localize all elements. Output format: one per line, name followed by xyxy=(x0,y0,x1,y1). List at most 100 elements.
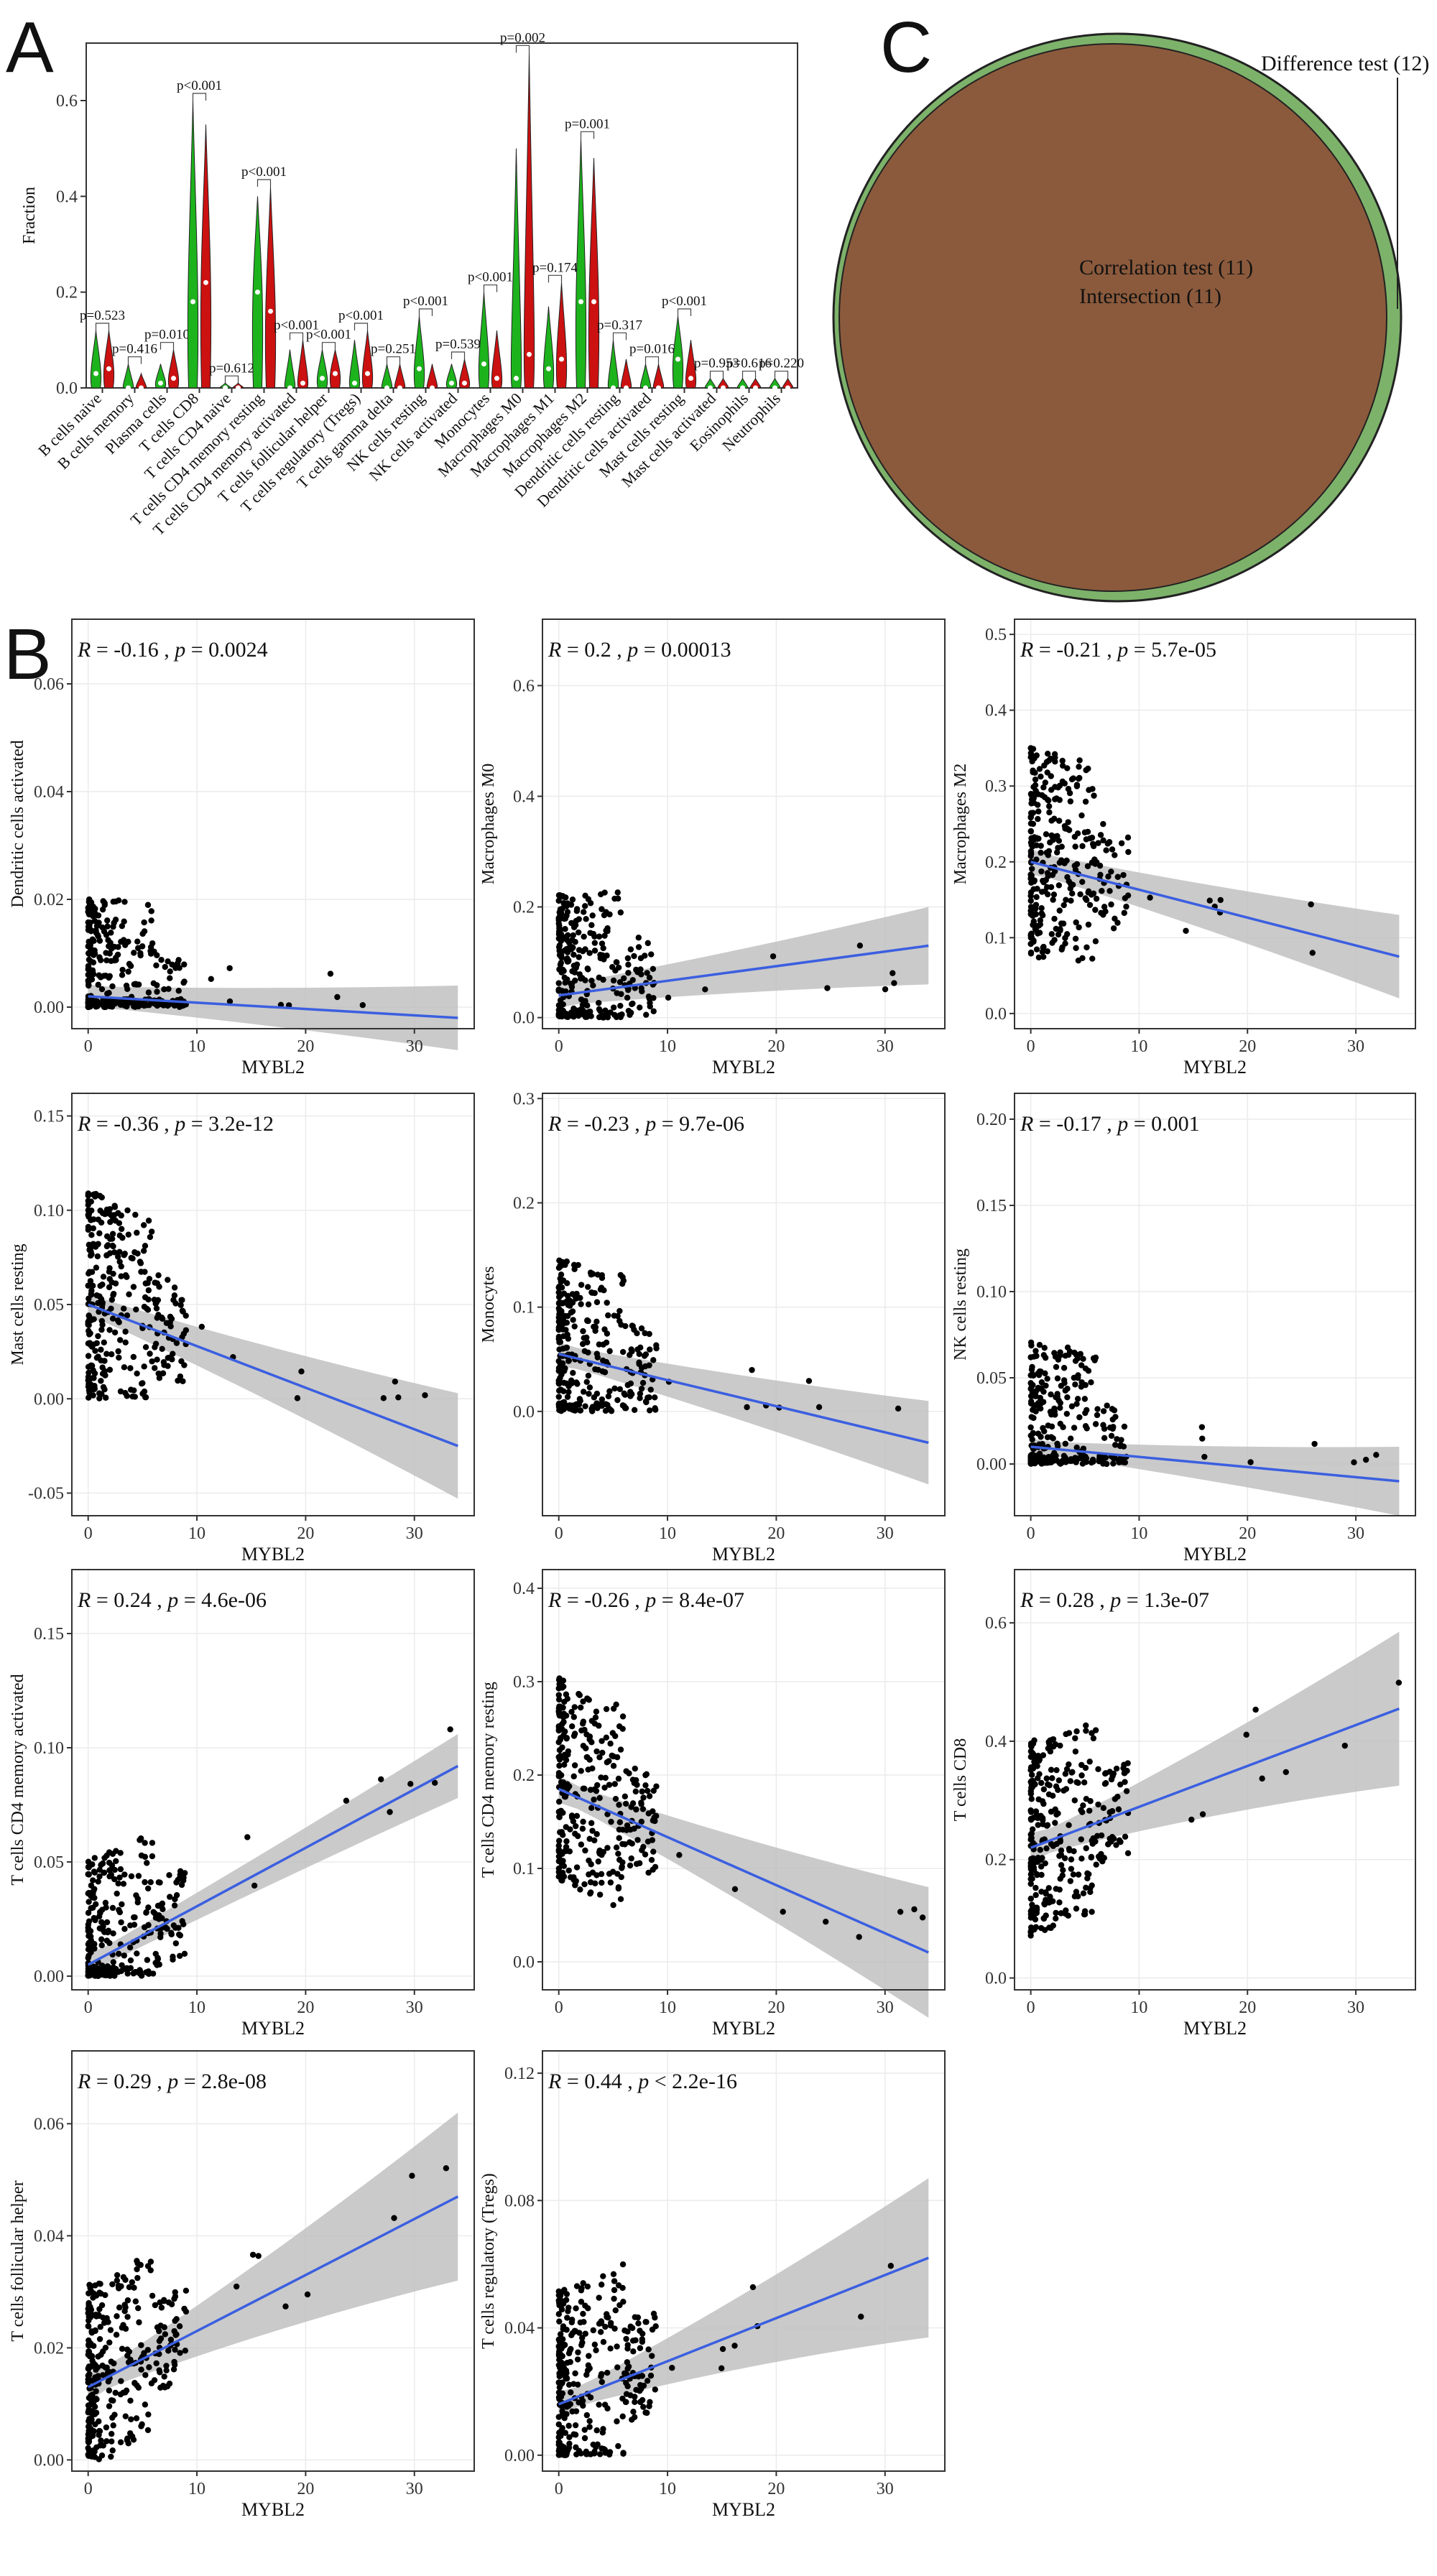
data-point xyxy=(585,1372,592,1379)
data-point xyxy=(392,1379,399,1385)
data-point xyxy=(610,2271,617,2278)
data-point xyxy=(1108,901,1114,908)
data-point xyxy=(176,1931,182,1938)
data-point xyxy=(608,1407,614,1414)
data-point xyxy=(555,2441,562,2448)
data-point xyxy=(88,1269,96,1275)
data-point xyxy=(133,1306,139,1313)
data-point xyxy=(1070,1871,1077,1878)
data-point xyxy=(96,972,102,978)
data-point xyxy=(1027,935,1035,941)
data-point xyxy=(107,2327,114,2333)
p-value-label: p<0.001 xyxy=(177,78,222,93)
data-point xyxy=(610,1763,617,1769)
data-point xyxy=(1064,765,1071,772)
data-point xyxy=(106,1969,113,1975)
data-point xyxy=(96,1230,103,1237)
p-value-label: p=0.174 xyxy=(532,260,578,275)
data-point xyxy=(646,1394,652,1401)
data-point xyxy=(560,2343,567,2349)
data-point xyxy=(131,1914,138,1921)
violin-median xyxy=(430,385,435,391)
x-tick-label: 0 xyxy=(1027,1037,1035,1056)
violin-median xyxy=(190,299,195,305)
data-point xyxy=(645,1810,652,1817)
data-point xyxy=(106,1859,113,1866)
data-point xyxy=(1046,1924,1053,1931)
data-point xyxy=(555,1809,563,1815)
data-point xyxy=(85,1871,91,1878)
data-point xyxy=(146,1001,152,1009)
data-point xyxy=(108,1351,115,1358)
data-point xyxy=(603,1734,609,1741)
y-tick-label: 0.00 xyxy=(34,1968,64,1986)
data-point xyxy=(96,937,103,944)
data-point xyxy=(1247,1459,1254,1465)
data-point xyxy=(1078,1772,1085,1779)
regression-line xyxy=(88,1303,458,1447)
data-point xyxy=(1103,847,1109,853)
data-point xyxy=(141,928,148,935)
data-point xyxy=(619,1826,626,1833)
data-point xyxy=(101,1855,108,1861)
data-point xyxy=(114,2277,121,2284)
data-point xyxy=(586,1835,593,1843)
data-point xyxy=(562,1365,568,1372)
data-point xyxy=(1066,789,1073,797)
data-point xyxy=(622,1404,629,1412)
data-point xyxy=(1048,832,1055,839)
data-point xyxy=(824,985,831,991)
data-point xyxy=(86,2433,93,2440)
data-point xyxy=(596,1847,603,1854)
data-point xyxy=(1117,1442,1124,1450)
y-tick-label: 0.2 xyxy=(56,284,78,302)
data-point xyxy=(555,1843,562,1849)
data-point xyxy=(1206,897,1213,904)
data-point xyxy=(1067,798,1074,805)
data-point xyxy=(114,1890,120,1897)
data-point xyxy=(1076,764,1082,770)
correlation-stat: R = 0.29 , p = 2.8e-08 xyxy=(77,2070,267,2093)
x-axis-label: MYBL2 xyxy=(712,1544,775,1565)
data-point xyxy=(117,2391,124,2398)
data-point xyxy=(1079,955,1086,962)
data-point xyxy=(1051,815,1058,822)
data-point xyxy=(573,2444,579,2451)
data-point xyxy=(127,1922,134,1929)
data-point xyxy=(1041,794,1048,801)
scatter-plot: 0 10 20 300.00.10.20.30.40.5MYBL2Macrophage… xyxy=(951,618,1416,1078)
data-point xyxy=(144,1885,152,1892)
data-point xyxy=(85,963,92,969)
regression-line xyxy=(87,1764,459,1966)
data-point xyxy=(587,900,594,907)
data-point xyxy=(1057,1420,1064,1427)
data-point xyxy=(1028,909,1035,916)
data-point xyxy=(1217,896,1224,904)
data-point xyxy=(556,1838,563,1844)
data-point xyxy=(1030,784,1037,790)
data-point xyxy=(85,1197,91,1204)
x-tick-label: 10 xyxy=(659,2480,676,2498)
data-point xyxy=(1040,945,1046,951)
data-point xyxy=(558,960,565,966)
data-point xyxy=(113,1848,119,1854)
y-tick-label: 0.06 xyxy=(34,675,64,694)
data-point xyxy=(173,1879,180,1886)
data-point xyxy=(555,1753,562,1761)
data-point xyxy=(632,1765,638,1772)
data-point xyxy=(167,975,173,981)
data-point xyxy=(573,2408,580,2414)
data-point xyxy=(601,1784,608,1791)
y-tick-label: 0.0 xyxy=(985,1005,1007,1024)
data-point xyxy=(1041,1428,1048,1435)
data-point xyxy=(610,1753,617,1760)
data-point xyxy=(121,1926,128,1932)
data-point xyxy=(564,1781,570,1787)
data-point xyxy=(604,1014,611,1021)
data-point xyxy=(616,1317,623,1325)
data-point xyxy=(586,2418,593,2424)
data-point xyxy=(165,1277,171,1283)
data-point xyxy=(622,1793,629,1800)
data-point xyxy=(637,955,644,962)
data-point xyxy=(116,1259,123,1265)
